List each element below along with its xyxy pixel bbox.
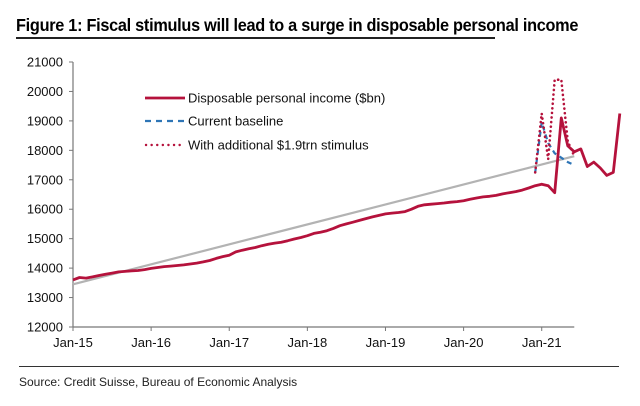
x-tick-label: Jan-19 <box>366 335 406 350</box>
legend-label-stimulus: With additional $1.9trn stimulus <box>188 138 369 153</box>
legend-label-income: Disposable personal income ($bn) <box>188 91 385 106</box>
legend: Disposable personal income ($bn) Current … <box>144 91 385 153</box>
x-tick-label: Jan-21 <box>522 335 562 350</box>
series-group <box>72 78 622 286</box>
source-note: Source: Credit Suisse, Bureau of Economi… <box>19 375 298 389</box>
y-tick-label: 13000 <box>27 290 63 305</box>
trend-line <box>72 155 575 286</box>
figure-title: Figure 1: Fiscal stimulus will lead to a… <box>16 15 579 35</box>
y-tick-label: 21000 <box>27 55 63 70</box>
y-tick-label: 12000 <box>27 320 63 335</box>
y-axis-ticks: 12000 13000 14000 15000 16000 17000 18000 19000… <box>27 55 73 335</box>
income-series-line <box>72 113 622 282</box>
x-tick-label: Jan-16 <box>131 335 171 350</box>
y-tick-label: 15000 <box>27 231 63 246</box>
x-tick-label: Jan-15 <box>53 335 93 350</box>
y-tick-label: 18000 <box>27 143 63 158</box>
y-tick-label: 14000 <box>27 261 63 276</box>
y-tick-label: 20000 <box>27 84 63 99</box>
y-tick-label: 17000 <box>27 172 63 187</box>
x-tick-label: Jan-18 <box>287 335 327 350</box>
title-underline <box>16 37 495 39</box>
x-tick-label: Jan-17 <box>209 335 249 350</box>
axes <box>72 62 575 328</box>
y-tick-label: 16000 <box>27 202 63 217</box>
x-axis-ticks: Jan-15 Jan-16 Jan-17 Jan-18 Jan-19 Jan-20 Jan-… <box>53 327 562 350</box>
x-tick-label: Jan-20 <box>444 335 484 350</box>
legend-label-baseline: Current baseline <box>188 114 283 129</box>
source-divider <box>19 366 619 367</box>
line-chart: 12000 13000 14000 15000 16000 17000 18000 19000… <box>27 55 622 350</box>
baseline-series-line <box>534 121 575 173</box>
y-tick-label: 19000 <box>27 113 63 128</box>
